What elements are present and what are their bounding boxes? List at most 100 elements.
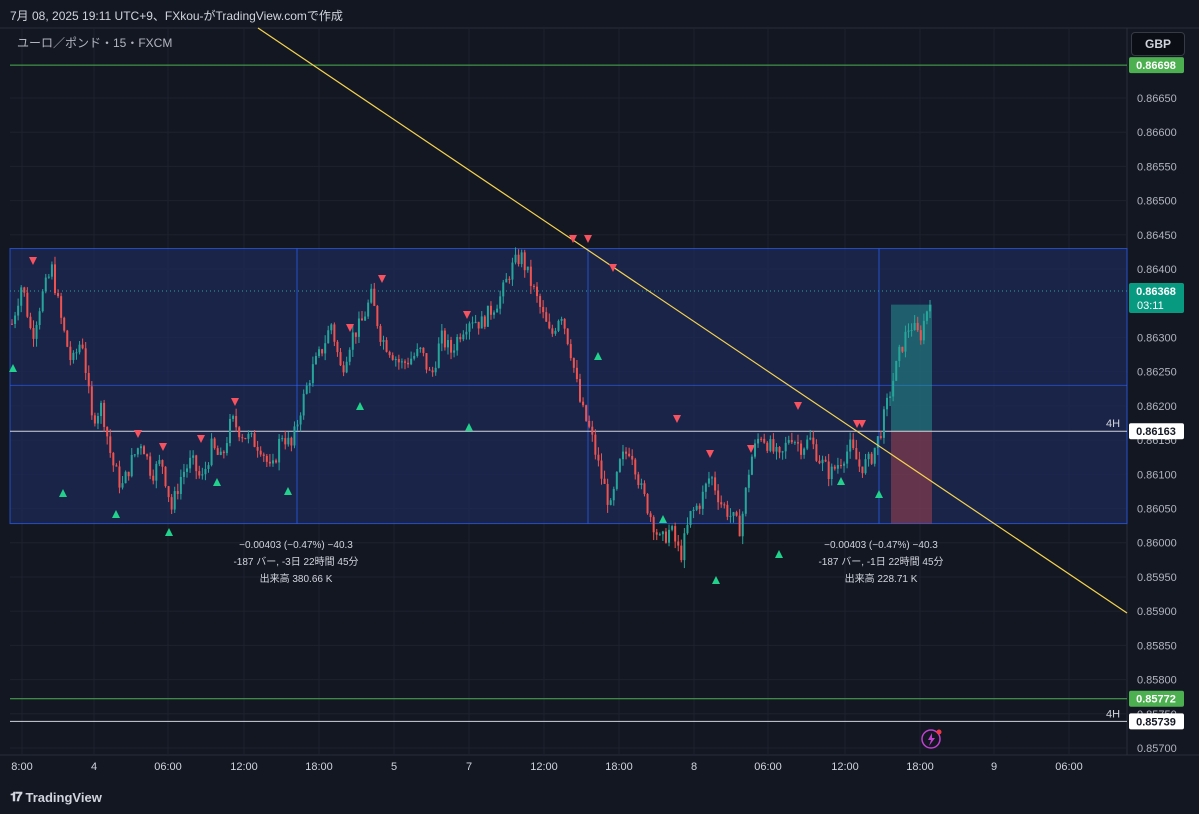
- candle-body: [566, 328, 569, 345]
- candle-body: [416, 348, 419, 356]
- candle-body: [173, 491, 176, 510]
- x-tick-label: 7: [466, 761, 472, 773]
- tradingview-brand[interactable]: 𝟏𝟕 TradingView: [10, 789, 102, 805]
- candle-body: [704, 483, 707, 492]
- buy-signal-arrow: [837, 477, 845, 485]
- candle-body: [496, 308, 499, 313]
- candle-body: [471, 322, 474, 324]
- candle-body: [182, 471, 185, 477]
- candle-body: [600, 460, 603, 479]
- candle-body: [483, 316, 486, 327]
- candle-body: [664, 531, 667, 543]
- candle-body: [554, 330, 557, 334]
- sell-signal-arrow: [378, 275, 386, 283]
- candle-body: [373, 288, 376, 306]
- candle-body: [103, 402, 106, 427]
- candle-body: [152, 475, 155, 481]
- currency-button[interactable]: GBP: [1131, 32, 1185, 56]
- candle-body: [232, 416, 235, 419]
- candle-body: [824, 459, 827, 462]
- candle-body: [753, 443, 756, 457]
- candle-body: [41, 291, 44, 312]
- candle-body: [186, 468, 189, 472]
- candle-body: [793, 442, 796, 444]
- brand-name: TradingView: [25, 789, 102, 805]
- candle-body: [551, 328, 554, 334]
- candle-body: [520, 252, 523, 265]
- candle-body: [505, 278, 508, 283]
- candle-body: [87, 372, 90, 387]
- candle-body: [729, 515, 732, 517]
- candle-body: [671, 526, 674, 530]
- candle-body: [437, 343, 440, 368]
- candle-body: [198, 471, 201, 476]
- candle-body: [440, 330, 443, 344]
- candle-body: [913, 322, 916, 330]
- candle-body: [867, 453, 870, 460]
- candle-body: [60, 296, 63, 318]
- candle-body: [299, 415, 302, 425]
- candle-body: [302, 393, 305, 416]
- candle-body: [787, 440, 790, 443]
- candle-body: [222, 451, 225, 454]
- candle-body: [790, 440, 793, 443]
- candle-body: [121, 483, 124, 488]
- candle-body: [732, 512, 735, 516]
- candle-body: [112, 452, 115, 466]
- candle-body: [96, 416, 99, 424]
- candle-body: [170, 497, 173, 510]
- buy-signal-arrow: [59, 489, 67, 497]
- candle-body: [259, 450, 262, 455]
- lightning-bolt: [928, 733, 935, 746]
- candle-body: [674, 526, 677, 542]
- candle-body: [53, 264, 56, 294]
- candle-body: [253, 433, 256, 447]
- candle-body: [646, 494, 649, 514]
- candle-body: [78, 344, 81, 353]
- candle-body: [136, 448, 139, 455]
- lightning-alert-icon: [921, 729, 941, 749]
- candle-body: [800, 443, 803, 455]
- candle-body: [618, 459, 621, 472]
- candle-body: [806, 439, 809, 449]
- candle-body: [707, 478, 710, 484]
- candle-body: [361, 318, 364, 321]
- candle-body: [72, 352, 75, 361]
- candle-body: [517, 254, 520, 265]
- candle-body: [652, 517, 655, 533]
- candle-body: [757, 438, 760, 444]
- candle-body: [247, 433, 250, 439]
- candle-body: [784, 442, 787, 452]
- x-tick-label: 18:00: [906, 761, 934, 773]
- candle-body: [529, 266, 532, 286]
- candle-body: [275, 460, 278, 463]
- candle-body: [84, 348, 87, 373]
- symbol-title[interactable]: ユーロ／ポンド・15・FXCM: [17, 36, 173, 50]
- candle-body: [333, 324, 336, 342]
- price-tag-current-bg: [1129, 282, 1184, 313]
- candle-body: [26, 292, 29, 317]
- candle-body: [216, 448, 219, 455]
- candle-body: [778, 447, 781, 453]
- candle-body: [228, 418, 231, 444]
- candle-body: [499, 296, 502, 309]
- sell-signal-arrow: [569, 235, 577, 243]
- buy-signal-arrow: [9, 364, 17, 372]
- sell-signal-arrow: [197, 435, 205, 443]
- measurement-label: -187 バー, -1日 22時間 45分: [818, 556, 943, 568]
- 4h-tag-lower: 4H: [1106, 708, 1120, 720]
- snapshot-caption: 7月 08, 2025 19:11 UTC+9、FXkou-がTradingVi…: [10, 9, 343, 23]
- x-tick-label: 4: [91, 761, 97, 773]
- sell-signal-arrow: [231, 398, 239, 406]
- candle-body: [640, 483, 643, 486]
- y-tick-label: 0.85950: [1137, 572, 1177, 584]
- candle-body: [910, 329, 913, 331]
- candle-body: [38, 311, 41, 326]
- candle-body: [201, 474, 204, 476]
- price-tag-4h: 0.85739: [1136, 716, 1176, 728]
- candle-body: [465, 331, 468, 335]
- y-tick-label: 0.86050: [1137, 504, 1177, 516]
- candle-body: [431, 370, 434, 373]
- buy-signal-arrow: [213, 478, 221, 486]
